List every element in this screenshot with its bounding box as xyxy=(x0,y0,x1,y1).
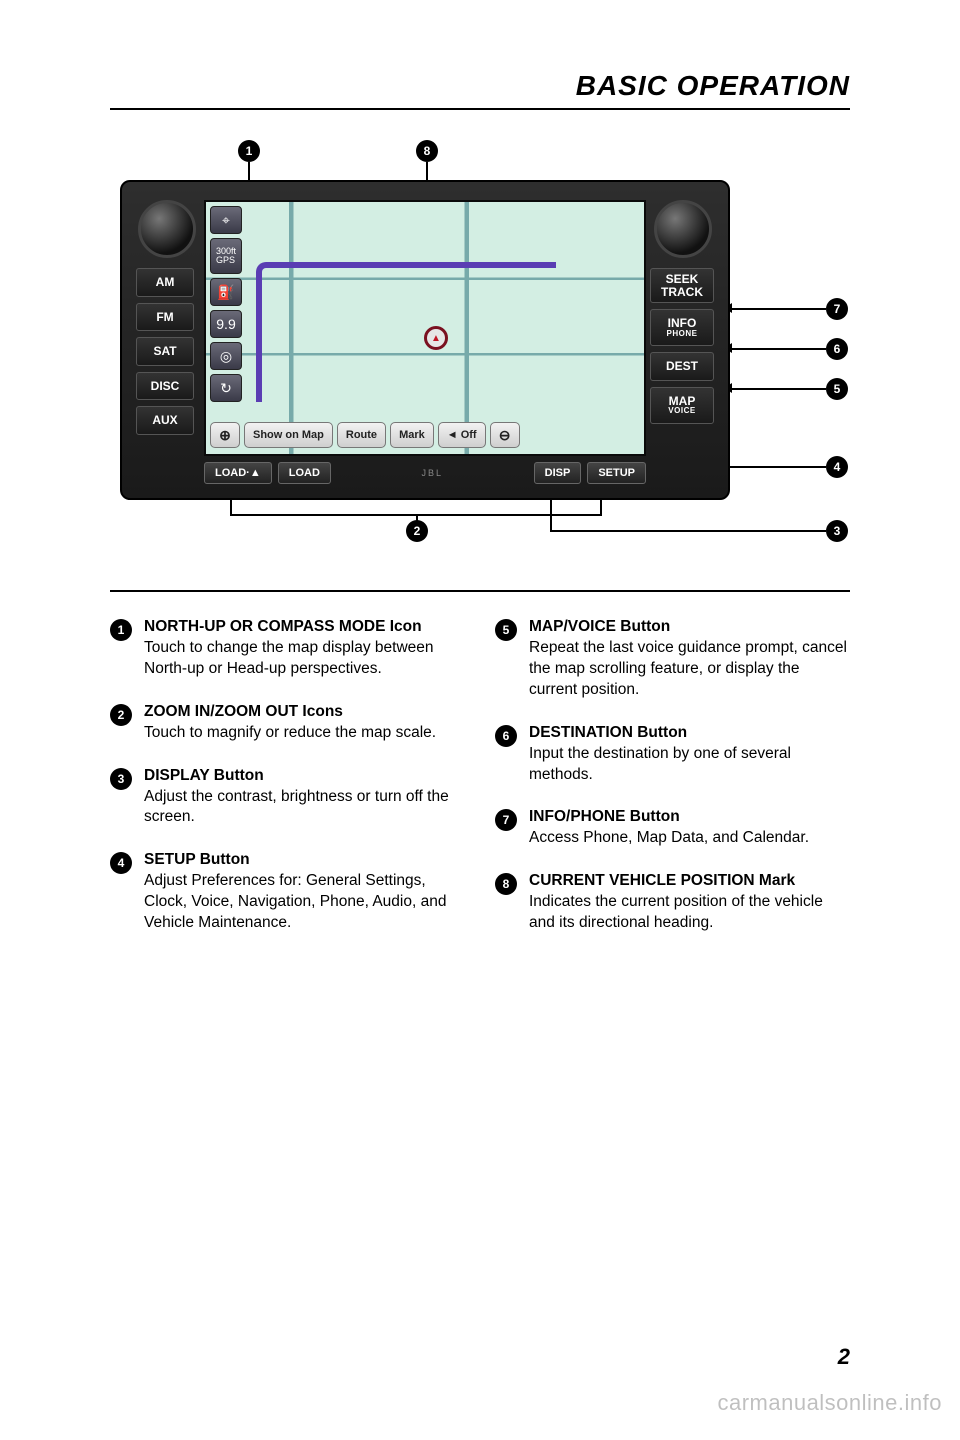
legend-desc: Access Phone, Map Data, and Calendar. xyxy=(529,829,809,846)
legend-item-5: 5 MAP/VOICE Button Repeat the last voice… xyxy=(495,617,850,701)
setup-button[interactable]: SETUP xyxy=(587,462,646,484)
screen-status-icons: ⌖ 300ft GPS ⛽ 9.9 ◎ ↻ xyxy=(210,206,244,402)
poi-icon-1[interactable]: ⛽ xyxy=(210,278,242,306)
legend-title: NORTH-UP OR COMPASS MODE Icon xyxy=(144,618,422,635)
page-title: BASIC OPERATION xyxy=(110,70,850,102)
legend-desc: Adjust Preferences for: General Settings… xyxy=(144,872,446,931)
legend-item-1: 1 NORTH-UP OR COMPASS MODE Icon Touch to… xyxy=(110,617,465,680)
aux-button[interactable]: AUX xyxy=(136,406,194,435)
callout-badge-8: 8 xyxy=(416,140,438,162)
off-button[interactable]: ◄ Off xyxy=(438,422,486,448)
legend-desc: Adjust the contrast, brightness or turn … xyxy=(144,788,449,826)
page-number: 2 xyxy=(838,1344,850,1370)
legend-title: INFO/PHONE Button xyxy=(529,808,680,825)
load-eject-button[interactable]: LOAD·▲ xyxy=(204,462,272,484)
legend-badge: 7 xyxy=(495,809,517,831)
scale-indicator: 300ft GPS xyxy=(210,238,242,274)
sat-button[interactable]: SAT xyxy=(136,337,194,366)
callout-line-2d xyxy=(416,516,418,522)
diagram-figure: 1 8 7 6 5 4 2 3 AM xyxy=(110,140,850,560)
dest-button[interactable]: DEST xyxy=(650,352,714,381)
disc-button[interactable]: DISC xyxy=(136,372,194,401)
legend-badge: 4 xyxy=(110,852,132,874)
callout-line-5 xyxy=(732,388,826,390)
legend-title: SETUP Button xyxy=(144,851,250,868)
legend-desc: Indicates the current position of the ve… xyxy=(529,893,823,931)
fm-button[interactable]: FM xyxy=(136,303,194,332)
legend-badge: 8 xyxy=(495,873,517,895)
legend-desc: Repeat the last voice guidance prompt, c… xyxy=(529,639,847,698)
callout-line-7 xyxy=(732,308,826,310)
legend-title: MAP/VOICE Button xyxy=(529,618,670,635)
route-line xyxy=(256,262,556,402)
disp-button[interactable]: DISP xyxy=(534,462,582,484)
mid-rule xyxy=(110,590,850,592)
info-phone-button[interactable]: INFO PHONE xyxy=(650,309,714,346)
legend-title: DESTINATION Button xyxy=(529,724,687,741)
show-on-map-button[interactable]: Show on Map xyxy=(244,422,333,448)
legend-item-4: 4 SETUP Button Adjust Preferences for: G… xyxy=(110,850,465,934)
callout-line-3b xyxy=(550,530,826,532)
callout-badge-6: 6 xyxy=(826,338,848,360)
callout-line-6 xyxy=(732,348,826,350)
hardware-bottom-buttons: LOAD·▲ LOAD JBL DISP SETUP xyxy=(204,460,646,486)
nav-buttons: SEEK TRACK INFO PHONE DEST MAP VOICE xyxy=(650,268,714,430)
volume-knob[interactable] xyxy=(138,200,196,258)
legend-item-7: 7 INFO/PHONE Button Access Phone, Map Da… xyxy=(495,807,850,849)
nav-screen[interactable]: ⌖ 300ft GPS ⛽ 9.9 ◎ ↻ ⊕ Show on Map Rout… xyxy=(204,200,646,456)
legend-columns: 1 NORTH-UP OR COMPASS MODE Icon Touch to… xyxy=(110,617,850,956)
source-buttons: AM FM SAT DISC AUX xyxy=(136,268,194,441)
legend-desc: Touch to change the map display between … xyxy=(144,639,434,677)
head-unit: AM FM SAT DISC AUX SEEK TRACK INFO PHONE… xyxy=(120,180,730,500)
top-rule xyxy=(110,108,850,110)
legend-badge: 5 xyxy=(495,619,517,641)
legend-desc: Touch to magnify or reduce the map scale… xyxy=(144,724,436,741)
legend-col-right: 5 MAP/VOICE Button Repeat the last voice… xyxy=(495,617,850,956)
legend-badge: 6 xyxy=(495,725,517,747)
refresh-icon[interactable]: ↻ xyxy=(210,374,242,402)
callout-badge-5: 5 xyxy=(826,378,848,400)
zoom-in-icon[interactable]: ⊕ xyxy=(210,422,240,448)
legend-desc: Input the destination by one of several … xyxy=(529,745,791,783)
legend-badge: 1 xyxy=(110,619,132,641)
callout-badge-2: 2 xyxy=(406,520,428,542)
legend-title: DISPLAY Button xyxy=(144,767,264,784)
vehicle-position-icon xyxy=(424,326,448,350)
legend-badge: 3 xyxy=(110,768,132,790)
legend-item-2: 2 ZOOM IN/ZOOM OUT Icons Touch to magnif… xyxy=(110,702,465,744)
seek-track-button[interactable]: SEEK TRACK xyxy=(650,268,714,303)
screen-bottom-bar: ⊕ Show on Map Route Mark ◄ Off ⊖ xyxy=(210,420,640,450)
callout-badge-4: 4 xyxy=(826,456,848,478)
callout-badge-7: 7 xyxy=(826,298,848,320)
legend-badge: 2 xyxy=(110,704,132,726)
legend-title: CURRENT VEHICLE POSITION Mark xyxy=(529,872,795,889)
legend-item-3: 3 DISPLAY Button Adjust the contrast, br… xyxy=(110,766,465,829)
tune-knob[interactable] xyxy=(654,200,712,258)
callout-badge-1: 1 xyxy=(238,140,260,162)
callout-badge-3: 3 xyxy=(826,520,848,542)
legend-item-6: 6 DESTINATION Button Input the destinati… xyxy=(495,723,850,786)
am-button[interactable]: AM xyxy=(136,268,194,297)
route-button[interactable]: Route xyxy=(337,422,386,448)
phone-sublabel: PHONE xyxy=(651,330,713,338)
legend-title: ZOOM IN/ZOOM OUT Icons xyxy=(144,703,343,720)
brand-label: JBL xyxy=(337,468,528,478)
zoom-out-icon[interactable]: ⊖ xyxy=(490,422,520,448)
load-button[interactable]: LOAD xyxy=(278,462,331,484)
compass-mode-icon[interactable]: ⌖ xyxy=(210,206,242,234)
map-voice-button[interactable]: MAP VOICE xyxy=(650,387,714,424)
watermark: carmanualsonline.info xyxy=(717,1390,942,1416)
legend-col-left: 1 NORTH-UP OR COMPASS MODE Icon Touch to… xyxy=(110,617,465,956)
poi-icon-2: 9.9 xyxy=(210,310,242,338)
voice-sublabel: VOICE xyxy=(651,407,713,415)
legend-item-8: 8 CURRENT VEHICLE POSITION Mark Indicate… xyxy=(495,871,850,934)
mark-button[interactable]: Mark xyxy=(390,422,434,448)
north-icon[interactable]: ◎ xyxy=(210,342,242,370)
